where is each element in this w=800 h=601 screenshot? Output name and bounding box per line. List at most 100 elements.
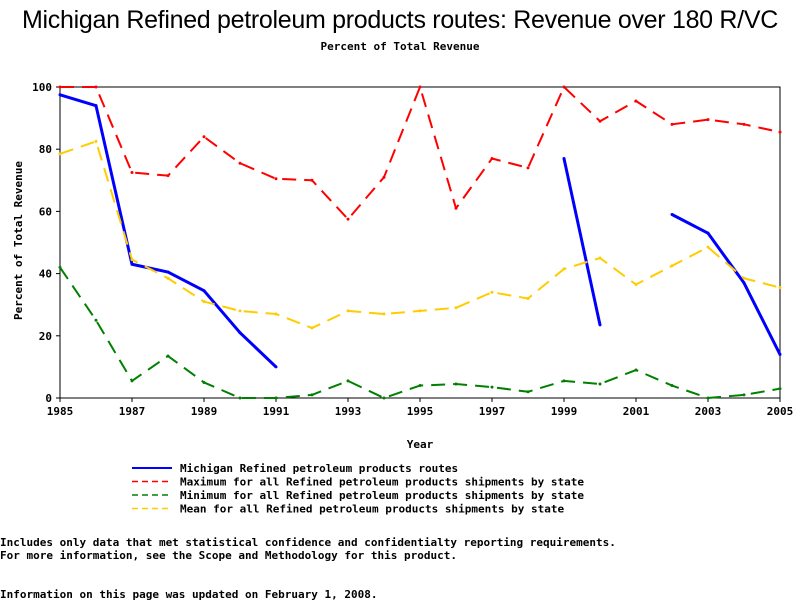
plot-frame: [59, 86, 781, 399]
data-point-series-3: [274, 396, 278, 400]
data-point-series-4: [598, 256, 602, 260]
data-point-series-3: [454, 382, 458, 386]
data-point-series-1: [274, 365, 278, 369]
data-point-series-3: [778, 387, 782, 391]
series-line-1: [59, 93, 278, 368]
data-point-series-2: [274, 177, 278, 181]
data-point-series-1: [202, 289, 206, 293]
y-tick-label: 80: [39, 143, 52, 156]
data-point-series-3: [202, 380, 206, 384]
data-point-series-2: [598, 119, 602, 123]
data-point-series-3: [382, 396, 386, 400]
data-point-series-3: [634, 368, 638, 372]
data-point-series-4: [706, 245, 710, 249]
data-point-series-3: [490, 385, 494, 389]
x-tick-label: 1995: [407, 405, 434, 418]
data-point-series-1: [778, 352, 782, 356]
legend-label-3: Minimum for all Refined petroleum produc…: [180, 489, 584, 502]
data-point-series-3: [346, 379, 350, 383]
data-point-series-2: [742, 122, 746, 126]
x-axis-title: Year: [407, 438, 434, 451]
data-point-series-1: [562, 157, 566, 161]
x-tick-label: 2001: [623, 405, 650, 418]
data-point-series-2: [202, 135, 206, 139]
chart-title: Michigan Refined petroleum products rout…: [22, 6, 778, 34]
data-point-series-4: [202, 300, 206, 304]
updated-note: Information on this page was updated on …: [0, 588, 378, 601]
data-point-series-2: [310, 178, 314, 182]
data-point-series-2: [58, 85, 62, 89]
data-point-series-3: [238, 396, 242, 400]
data-point-series-3: [562, 379, 566, 383]
y-tick-label: 0: [45, 392, 52, 405]
data-point-series-3: [418, 384, 422, 388]
data-point-series-4: [130, 258, 134, 262]
data-point-series-3: [130, 379, 134, 383]
data-point-series-4: [670, 264, 674, 268]
data-point-series-2: [130, 171, 134, 175]
data-point-series-4: [166, 276, 170, 280]
y-tick-label: 100: [32, 81, 52, 94]
data-point-series-4: [382, 312, 386, 316]
data-point-series-4: [490, 290, 494, 294]
data-point-series-3: [310, 393, 314, 397]
data-point-series-3: [706, 396, 710, 400]
data-point-series-2: [706, 118, 710, 122]
series-lines: [59, 86, 782, 399]
x-tick-label: 1993: [335, 405, 362, 418]
series-line-1: [562, 158, 602, 326]
data-point-series-3: [526, 390, 530, 394]
data-point-series-4: [94, 139, 98, 143]
x-tick-label: 1999: [551, 405, 578, 418]
data-point-series-4: [346, 309, 350, 313]
data-point-series-2: [562, 85, 566, 89]
data-point-series-3: [166, 354, 170, 358]
data-point-series-4: [454, 306, 458, 310]
x-tick-label: 1987: [119, 405, 146, 418]
data-point-series-4: [742, 276, 746, 280]
data-point-series-4: [310, 326, 314, 330]
series-line-3: [59, 266, 781, 399]
y-axis-title: Percent of Total Revenue: [12, 161, 25, 320]
data-point-series-2: [346, 217, 350, 221]
x-tick-label: 2005: [767, 405, 794, 418]
data-points: [58, 85, 782, 400]
x-tick-label: 1991: [263, 405, 290, 418]
data-point-series-3: [94, 318, 98, 322]
data-point-series-2: [778, 130, 782, 134]
data-point-series-4: [562, 267, 566, 271]
x-tick-label: 2003: [695, 405, 722, 418]
footnote-methodology: For more information, see the Scope and …: [0, 549, 457, 562]
series-line-2: [60, 86, 781, 221]
data-point-series-3: [742, 393, 746, 397]
data-point-series-1: [94, 104, 98, 108]
data-point-series-2: [526, 166, 530, 170]
data-point-series-1: [58, 93, 62, 97]
chart-subtitle: Percent of Total Revenue: [320, 40, 480, 53]
data-point-series-3: [598, 382, 602, 386]
data-point-series-4: [274, 312, 278, 316]
data-point-series-2: [238, 161, 242, 165]
data-point-series-1: [742, 281, 746, 285]
y-tick-label: 20: [39, 330, 52, 343]
data-point-series-4: [418, 309, 422, 313]
data-point-series-3: [670, 384, 674, 388]
data-point-series-4: [526, 296, 530, 300]
data-point-series-1: [166, 270, 170, 274]
footnote-confidence: Includes only data that met statistical …: [0, 536, 616, 549]
legend: Michigan Refined petroleum products rout…: [132, 462, 584, 516]
series-line-4: [59, 140, 781, 330]
x-tick-label: 1997: [479, 405, 506, 418]
axes: 1985 1987 1989 1991 1993 1995 1997 1999 2001 2003…: [12, 81, 793, 451]
series-line-1: [671, 213, 782, 356]
data-point-series-4: [634, 282, 638, 286]
data-point-series-2: [490, 157, 494, 161]
data-point-series-1: [130, 262, 134, 266]
data-point-series-4: [778, 286, 782, 290]
legend-label-1: Michigan Refined petroleum products rout…: [180, 462, 458, 475]
legend-label-4: Mean for all Refined petroleum products …: [180, 503, 564, 516]
x-tick-label: 1985: [47, 405, 74, 418]
y-tick-label: 60: [39, 205, 52, 218]
data-point-series-2: [166, 174, 170, 178]
